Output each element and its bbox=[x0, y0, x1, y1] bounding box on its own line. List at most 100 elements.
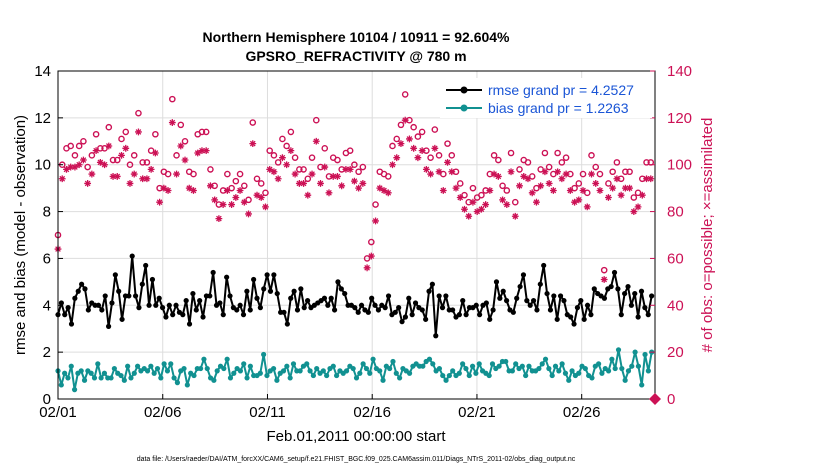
series-0-point-80 bbox=[325, 302, 331, 308]
obs-assimilated-point-15 bbox=[118, 151, 125, 159]
series-0-point-168 bbox=[622, 290, 628, 297]
obs-assimilated-point-38 bbox=[215, 215, 223, 222]
series-0-point-83 bbox=[335, 279, 341, 285]
y-tick-label-5: 10 bbox=[34, 157, 51, 174]
series-1-point-98 bbox=[380, 377, 386, 383]
series-1-point-135 bbox=[503, 358, 509, 365]
obs-assimilated-point-61 bbox=[312, 137, 320, 145]
series-1-point-31 bbox=[158, 375, 164, 381]
obs-assimilated-point-77 bbox=[380, 187, 388, 194]
series-1-point-73 bbox=[297, 368, 303, 374]
series-0-point-2 bbox=[62, 312, 68, 318]
obs-possible-point-27 bbox=[169, 95, 176, 103]
obs-assimilated-point-109 bbox=[516, 182, 523, 190]
obs-possible-point-109 bbox=[516, 166, 523, 173]
obs-assimilated-point-90 bbox=[435, 168, 443, 176]
series-0-point-33 bbox=[166, 302, 172, 308]
obs-assimilated-point-35 bbox=[202, 147, 210, 155]
obs-assimilated-point-136 bbox=[630, 208, 638, 215]
series-1-point-161 bbox=[589, 375, 595, 381]
series-0-point-171 bbox=[632, 290, 638, 297]
obs-possible-point-120 bbox=[562, 154, 570, 161]
obs-assimilated-point-122 bbox=[571, 198, 578, 206]
obs-possible-point-30 bbox=[181, 137, 189, 145]
series-0-point-60 bbox=[257, 305, 263, 311]
obs-possible-point-18 bbox=[130, 152, 138, 159]
y-right-tick-label-2: 40 bbox=[667, 297, 684, 314]
obs-possible-point-13 bbox=[109, 156, 117, 164]
obs-possible-point-78 bbox=[384, 173, 392, 180]
series-1-point-21 bbox=[125, 363, 131, 369]
obs-assimilated-point-43 bbox=[236, 187, 244, 194]
series-0-point-128 bbox=[487, 316, 493, 322]
obs-assimilated-point-39 bbox=[219, 201, 227, 208]
series-0-point-110 bbox=[426, 288, 432, 294]
series-1-point-24 bbox=[135, 363, 141, 369]
obs-assimilated-point-44 bbox=[240, 198, 248, 206]
obs-assimilated-point-53 bbox=[279, 154, 286, 162]
x-tick-label-0: 02/01 bbox=[39, 404, 77, 421]
obs-possible-point-108 bbox=[511, 198, 519, 206]
series-0-point-54 bbox=[237, 302, 243, 308]
series-1-point-32 bbox=[161, 361, 167, 367]
series-0-point-39 bbox=[186, 321, 193, 327]
series-1-point-53 bbox=[231, 370, 237, 376]
obs-assimilated-point-89 bbox=[431, 144, 439, 152]
series-0-point-104 bbox=[406, 295, 412, 301]
obs-assimilated-point-68 bbox=[342, 166, 350, 173]
obs-assimilated-point-45 bbox=[245, 210, 252, 218]
series-0-point-13 bbox=[99, 307, 105, 313]
obs-assimilated-point-3 bbox=[67, 163, 75, 171]
series-1-point-93 bbox=[363, 365, 370, 372]
obs-assimilated-point-55 bbox=[287, 147, 295, 155]
obs-possible-point-49 bbox=[262, 189, 269, 197]
series-0-point-130 bbox=[493, 279, 500, 285]
obs-assimilated-point-96 bbox=[461, 205, 468, 213]
legend-rmse-label: rmse grand pr = 4.2527 bbox=[488, 82, 634, 98]
obs-assimilated-point-34 bbox=[198, 147, 206, 155]
series-0-point-129 bbox=[490, 307, 496, 313]
series-0-point-153 bbox=[571, 321, 577, 327]
series-0-point-7 bbox=[79, 281, 85, 287]
obs-assimilated-point-100 bbox=[478, 205, 485, 213]
series-1-point-27 bbox=[144, 368, 151, 374]
series-0-point-97 bbox=[382, 305, 388, 311]
obs-possible-point-115 bbox=[541, 149, 549, 157]
series-0-point-19 bbox=[119, 316, 125, 322]
obs-assimilated-point-132 bbox=[613, 175, 621, 183]
series-0-point-4 bbox=[68, 321, 75, 327]
series-1-point-141 bbox=[523, 372, 529, 379]
obs-possible-point-3 bbox=[67, 142, 75, 150]
obs-assimilated-point-93 bbox=[448, 168, 456, 176]
obs-possible-point-131 bbox=[609, 168, 616, 176]
left-axis-ticks: 0 2 4 6 8 10 12 14 bbox=[34, 63, 63, 408]
series-0-point-175 bbox=[645, 312, 651, 318]
series-1-point-43 bbox=[198, 365, 204, 372]
obs-assimilated-point-105 bbox=[499, 196, 506, 204]
y-right-tick-label-3: 60 bbox=[667, 250, 684, 267]
series-0-point-162 bbox=[601, 295, 608, 301]
series-0-point-24 bbox=[136, 305, 142, 311]
series-1-point-121 bbox=[456, 370, 462, 376]
series-1-point-50 bbox=[221, 365, 227, 372]
obs-possible-point-135 bbox=[626, 168, 633, 176]
chart-title: Northern Hemisphere 10104 / 10911 = 92.6… bbox=[202, 29, 510, 45]
obs-assimilated-point-73 bbox=[363, 264, 371, 272]
series-1-point-47 bbox=[211, 377, 217, 383]
series-0-point-90 bbox=[358, 302, 365, 308]
obs-possible-point-66 bbox=[334, 156, 341, 164]
obs-assimilated-point-115 bbox=[541, 168, 549, 176]
obs-assimilated-point-99 bbox=[473, 208, 481, 215]
series-0-point-141 bbox=[530, 298, 537, 304]
series-1-point-164 bbox=[599, 370, 605, 376]
chart-subtitle: GPSRO_REFRACTIVITY @ 780 m bbox=[245, 48, 466, 64]
series-0-point-102 bbox=[399, 319, 405, 325]
obs-assimilated-point-86 bbox=[418, 147, 426, 155]
obs-assimilated-point-37 bbox=[211, 196, 219, 204]
series-0-point-50 bbox=[224, 274, 230, 280]
series-0-point-176 bbox=[649, 293, 655, 299]
series-1-point-103 bbox=[397, 375, 403, 381]
series-0-point-138 bbox=[520, 272, 527, 278]
obs-assimilated-point-47 bbox=[253, 191, 261, 199]
series-0-point-154 bbox=[574, 305, 581, 311]
